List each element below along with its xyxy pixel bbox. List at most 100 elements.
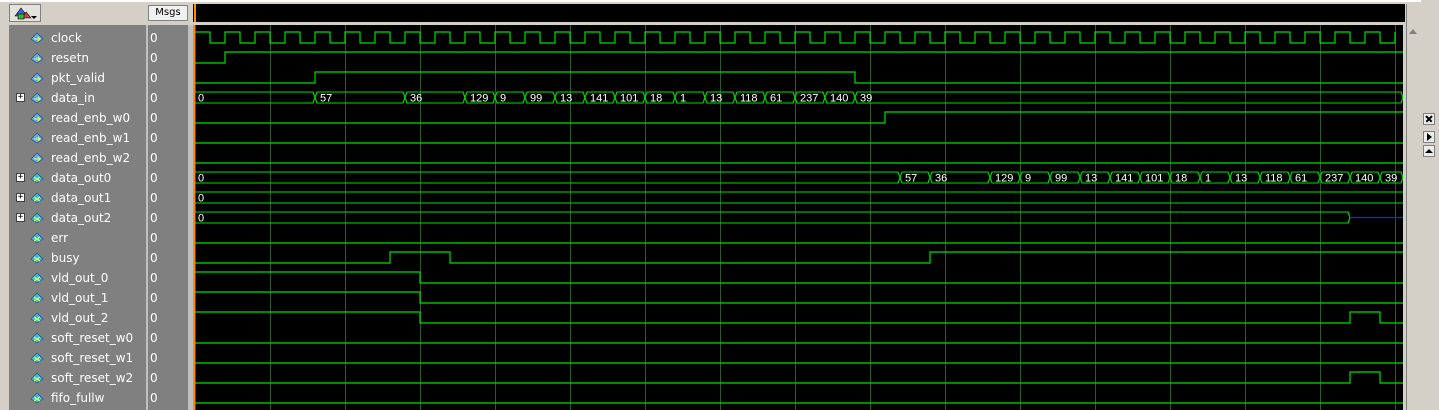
- wave-tool-icon: [14, 7, 32, 20]
- signal-row-vld_out_1[interactable]: vld_out_1: [9, 288, 146, 308]
- signal-row-data_in[interactable]: + data_in: [9, 88, 146, 108]
- signal-row-read_enb_w2[interactable]: read_enb_w2: [9, 148, 146, 168]
- signal-value: 0: [150, 111, 158, 125]
- signal-value: 0: [150, 31, 158, 45]
- signal-value-row: 0: [148, 388, 188, 408]
- bus-value-label: 61: [1295, 173, 1307, 185]
- signal-name: vld_out_2: [51, 311, 109, 325]
- signal-name: vld_out_1: [51, 291, 109, 305]
- signal-value-row: 0: [148, 108, 188, 128]
- arrow-up-icon: [1425, 149, 1433, 153]
- bus-value-label: 99: [1055, 173, 1067, 185]
- bus-segment: [195, 91, 316, 104]
- signal-row-vld_out_0[interactable]: vld_out_0: [9, 268, 146, 288]
- bus-value-label: 237: [800, 93, 818, 105]
- signal-value-row: 0: [148, 328, 188, 348]
- signal-name: data_out2: [51, 211, 112, 225]
- bus-value-label: 57: [905, 173, 917, 185]
- bus-value-label: 141: [1115, 173, 1133, 185]
- pane-divider[interactable]: [146, 25, 148, 410]
- scroll-pane-up-button[interactable]: [1423, 145, 1435, 157]
- signal-value: 0: [150, 171, 158, 185]
- output-signal-icon: [30, 352, 44, 364]
- side-panel: [1421, 0, 1439, 410]
- signal-value-row: 0: [148, 48, 188, 68]
- signal-row-read_enb_w1[interactable]: read_enb_w1: [9, 128, 146, 148]
- signal-name: vld_out_0: [51, 271, 109, 285]
- signal-value: 0: [150, 371, 158, 385]
- signal-row-data_out2[interactable]: + data_out2: [9, 208, 146, 228]
- vertical-scrollbar[interactable]: [1406, 4, 1420, 410]
- signal-value: 0: [150, 331, 158, 345]
- expand-toggle-icon[interactable]: +: [16, 172, 25, 182]
- expand-toggle-icon[interactable]: +: [16, 92, 25, 102]
- bus-value-label: 57: [320, 93, 332, 105]
- bus-value-label: 118: [1265, 173, 1283, 185]
- signal-value-row: 0: [148, 268, 188, 288]
- signal-row-pkt_valid[interactable]: pkt_valid: [9, 68, 146, 88]
- bus-value-label: 99: [530, 93, 542, 105]
- bus-value-label: 13: [560, 93, 572, 105]
- waveform-canvas[interactable]: 0 57 36 129 9 99 13 141 101 18 1 13 118 61 237 140 390 57…: [193, 25, 1403, 410]
- signal-value-row: 0: [148, 288, 188, 308]
- bus-value-label: 118: [740, 93, 758, 105]
- signal-name: soft_reset_w0: [51, 331, 134, 345]
- output-signal-icon: [30, 172, 44, 184]
- bus-value-label: 13: [1235, 173, 1247, 185]
- signal-value: 0: [150, 91, 158, 105]
- signal-value-row: 0: [148, 128, 188, 148]
- time-ruler[interactable]: [193, 4, 1405, 22]
- bus-value-label: 9: [500, 93, 506, 105]
- wave-read_enb_w0: [195, 111, 1403, 124]
- waveform-pane[interactable]: 0 57 36 129 9 99 13 141 101 18 1 13 118 61 237 140 39 0 57…: [193, 25, 1403, 410]
- wave-clock: [195, 31, 1396, 44]
- signal-row-vld_out_2[interactable]: vld_out_2: [9, 308, 146, 328]
- scroll-up-icon: [1409, 29, 1417, 34]
- signal-name: clock: [51, 31, 82, 45]
- wave-menu-button[interactable]: [9, 4, 41, 22]
- signal-row-clock[interactable]: clock: [9, 28, 146, 48]
- input-signal-icon: [30, 92, 44, 104]
- signal-name: data_out0: [51, 171, 112, 185]
- signal-row-data_out0[interactable]: + data_out0: [9, 168, 146, 188]
- wave-vld_out_1: [195, 291, 1403, 304]
- output-signal-icon: [30, 312, 44, 324]
- bus-segment: [195, 191, 1403, 204]
- signal-row-err[interactable]: err: [9, 228, 146, 248]
- signal-row-soft_reset_w0[interactable]: soft_reset_w0: [9, 328, 146, 348]
- signal-row-soft_reset_w2[interactable]: soft_reset_w2: [9, 368, 146, 388]
- pane-divider[interactable]: [188, 25, 193, 410]
- signal-row-read_enb_w0[interactable]: read_enb_w0: [9, 108, 146, 128]
- time-cursor-marker[interactable]: [194, 4, 196, 22]
- expand-toggle-icon[interactable]: +: [16, 192, 25, 202]
- signal-value: 0: [150, 391, 158, 405]
- signal-value: 0: [150, 151, 158, 165]
- signal-name: soft_reset_w2: [51, 371, 134, 385]
- scroll-up-button[interactable]: [1407, 26, 1419, 38]
- signal-value-row: 0: [148, 348, 188, 368]
- signal-value-row: 0: [148, 28, 188, 48]
- wave-vld_out_0: [195, 271, 1403, 284]
- bus-value-label: 36: [935, 173, 947, 185]
- signal-row-resetn[interactable]: resetn: [9, 48, 146, 68]
- bus-value-label: 36: [410, 93, 422, 105]
- signal-value: 0: [150, 271, 158, 285]
- bus-value-label: 18: [650, 93, 662, 105]
- signal-name: read_enb_w2: [51, 151, 131, 165]
- signal-row-soft_reset_w1[interactable]: soft_reset_w1: [9, 348, 146, 368]
- signal-name: read_enb_w0: [51, 111, 131, 125]
- bus-value-label: 101: [620, 93, 638, 105]
- signal-value: 0: [150, 211, 158, 225]
- signal-row-data_out1[interactable]: + data_out1: [9, 188, 146, 208]
- wave-toolbar: Msgs: [0, 0, 1439, 24]
- input-signal-icon: [30, 132, 44, 144]
- signal-name: busy: [51, 251, 80, 265]
- signal-row-busy[interactable]: busy: [9, 248, 146, 268]
- wave-resetn: [195, 51, 1403, 64]
- bus-value-label: 1: [680, 93, 686, 105]
- expand-toggle-icon[interactable]: +: [16, 212, 25, 222]
- signal-value-row: 0: [148, 208, 188, 228]
- expand-pane-button[interactable]: [1423, 131, 1435, 143]
- close-pane-button[interactable]: [1423, 113, 1435, 125]
- signal-row-fifo_fullw[interactable]: fifo_fullw: [9, 388, 146, 408]
